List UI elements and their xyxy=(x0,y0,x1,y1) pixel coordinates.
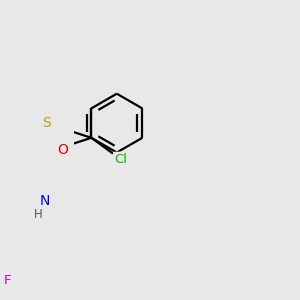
Text: H: H xyxy=(34,208,43,221)
Text: O: O xyxy=(57,143,68,157)
Text: S: S xyxy=(42,116,50,130)
Text: F: F xyxy=(4,274,11,287)
Text: N: N xyxy=(40,194,50,208)
Text: Cl: Cl xyxy=(114,153,127,166)
